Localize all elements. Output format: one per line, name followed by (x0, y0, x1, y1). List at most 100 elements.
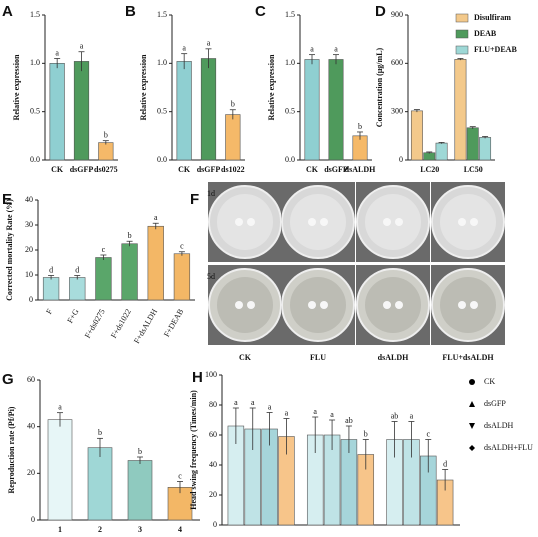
x-tick-label: F+G (65, 307, 80, 324)
y-tick-label: 60 (209, 430, 217, 439)
legend-label: DEAB (474, 29, 497, 38)
y-axis-label: Reproduction rate (Pf/Pi) (7, 406, 16, 493)
bar (73, 61, 90, 161)
legend-marker (469, 423, 475, 429)
y-axis-label: Corrected mortality Rate (%) (5, 199, 14, 301)
significance-letter: a (234, 398, 238, 407)
legend-marker (469, 445, 475, 451)
plug (383, 301, 391, 309)
legend-label: Disulfiram (474, 13, 511, 22)
column-label: FLU (310, 353, 326, 362)
significance-letter: a (80, 42, 84, 51)
x-tick-label: F (44, 307, 54, 316)
plug (308, 301, 316, 309)
legend-swatch (455, 45, 469, 55)
bar (121, 243, 138, 301)
x-tick-label: LC20 (420, 165, 439, 174)
y-tick-label: 1.0 (157, 58, 167, 67)
y-tick-label: 1.0 (30, 58, 40, 67)
significance-letter: b (128, 231, 132, 240)
colony (290, 194, 346, 250)
y-tick-label: 300 (391, 106, 403, 115)
bar (98, 142, 114, 161)
plug (247, 301, 255, 309)
x-tick-label: ds1022 (221, 165, 245, 174)
significance-letter: a (310, 44, 314, 53)
legend-label: dsGFP (484, 399, 506, 408)
x-tick-label: F+DEAB (162, 307, 185, 338)
legend-marker (469, 401, 475, 407)
panel-label: F (190, 191, 199, 208)
legend-swatch (455, 13, 469, 23)
significance-letter: b (138, 447, 142, 456)
plug (308, 218, 316, 226)
y-tick-label: 1.5 (30, 10, 40, 19)
bar (176, 61, 192, 161)
bar (173, 253, 191, 301)
legend-swatch (455, 29, 469, 39)
significance-letter: ab (391, 411, 399, 420)
significance-letter: c (102, 245, 106, 254)
y-axis-label: Relative expression (267, 54, 276, 120)
colony (290, 277, 346, 333)
significance-letter: b (364, 429, 368, 438)
y-axis-label: Relative expression (12, 54, 21, 120)
panel-label: G (2, 371, 14, 388)
y-tick-label: 80 (209, 400, 217, 409)
legend-label: dsALDH+FLU (484, 443, 533, 452)
y-tick-label: 1.5 (285, 10, 295, 19)
y-tick-label: 0.5 (285, 106, 295, 115)
plug (470, 301, 478, 309)
column-label: CK (239, 353, 252, 362)
colony (440, 194, 496, 250)
colony (365, 194, 421, 250)
x-tick-label: CK (51, 165, 64, 174)
plug (395, 301, 403, 309)
y-tick-label: 0.0 (30, 155, 40, 164)
panel-label: E (2, 191, 12, 208)
bar (304, 59, 320, 161)
significance-letter: b (104, 130, 108, 139)
legend-label: CK (484, 377, 495, 386)
colony (365, 277, 421, 333)
y-tick-label: 0 (31, 515, 35, 524)
bar (87, 447, 113, 521)
panel-label: H (192, 369, 203, 386)
x-tick-label: 4 (178, 525, 182, 534)
y-tick-label: 30 (25, 220, 33, 229)
bar (147, 225, 164, 301)
bar (47, 419, 73, 521)
significance-letter: a (334, 44, 338, 53)
significance-letter: a (55, 48, 59, 57)
plug (247, 218, 255, 226)
significance-letter: d (49, 265, 53, 274)
panel-label: A (2, 3, 13, 20)
legend-marker (469, 379, 475, 385)
x-tick-label: 1 (58, 525, 62, 534)
column-label: FLU+dsALDH (442, 353, 494, 362)
y-tick-label: 0.5 (30, 106, 40, 115)
y-tick-label: 10 (25, 270, 33, 279)
x-tick-label: dsGFP (197, 165, 221, 174)
y-tick-label: 0 (29, 295, 33, 304)
bar (200, 58, 217, 161)
x-tick-label: 3 (138, 525, 142, 534)
bar (49, 63, 65, 161)
y-tick-label: 0 (213, 520, 217, 529)
significance-letter: c (178, 471, 182, 480)
significance-letter: b (98, 428, 102, 437)
row-label: 5d (207, 272, 215, 281)
x-tick-label: F+ds1022 (109, 307, 133, 339)
plug (235, 301, 243, 309)
bar (479, 137, 492, 161)
y-tick-label: 600 (391, 58, 403, 67)
plug (320, 218, 328, 226)
x-tick-label: ds0275 (94, 165, 118, 174)
significance-letter: d (75, 265, 79, 274)
panel-label: B (125, 3, 136, 20)
y-tick-label: 0 (399, 155, 403, 164)
y-tick-label: 60 (27, 375, 35, 384)
y-tick-label: 0.5 (157, 106, 167, 115)
y-tick-label: 40 (209, 460, 217, 469)
